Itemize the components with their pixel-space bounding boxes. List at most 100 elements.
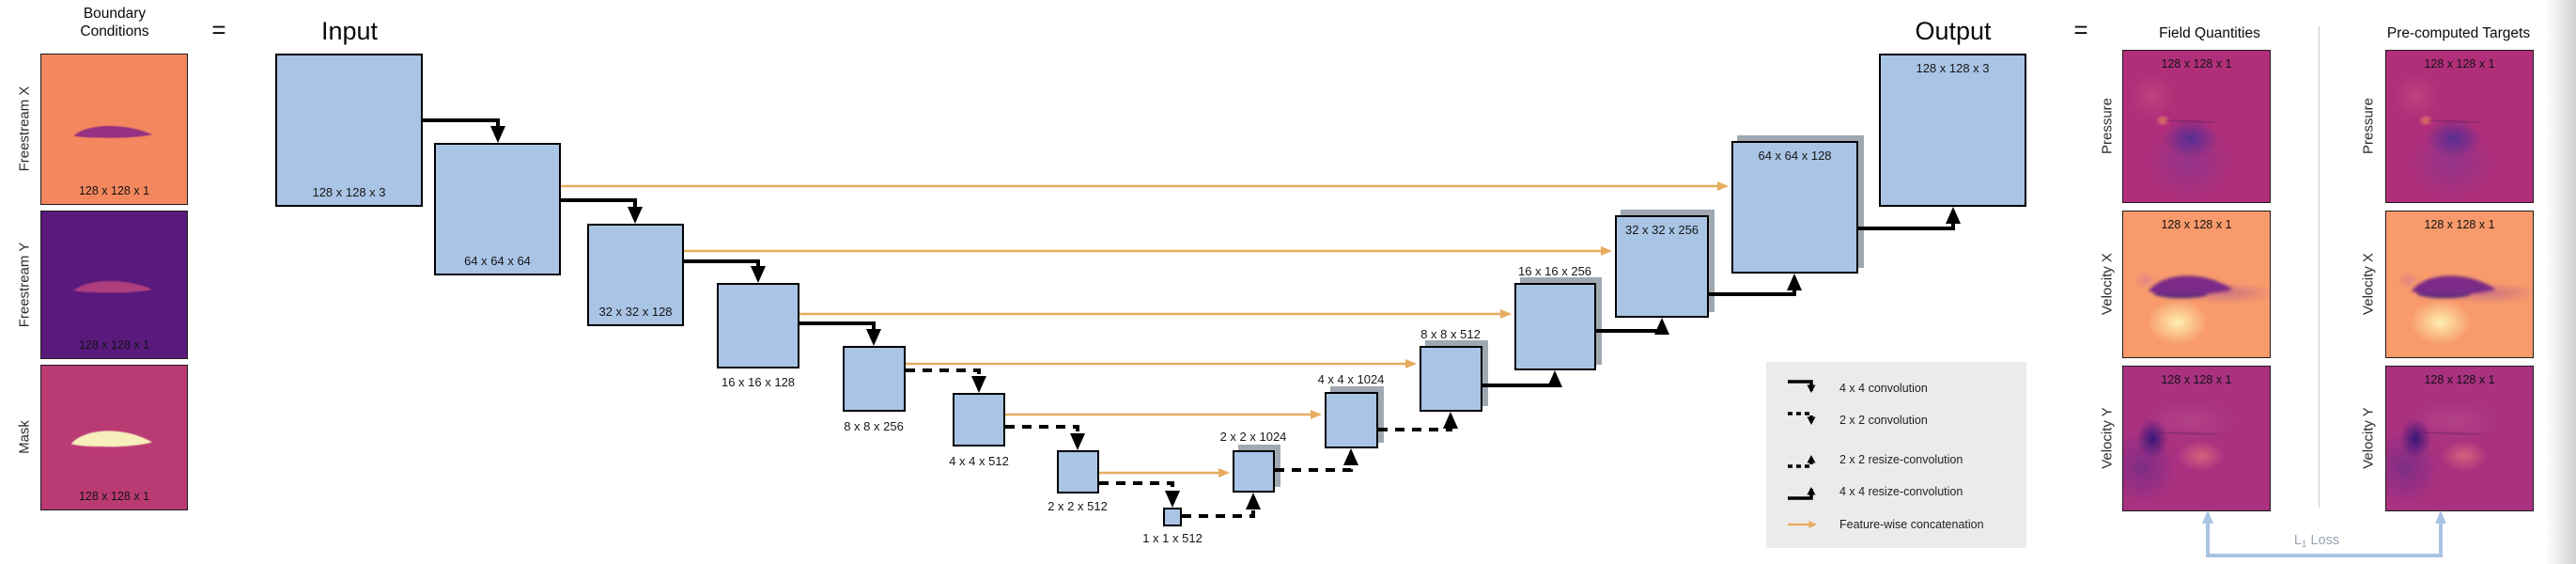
equals-sign-right: = bbox=[2073, 15, 2088, 44]
conv-4x4-arrow-4 bbox=[799, 321, 881, 346]
unet-box-input: 128 x 128 x 3 bbox=[275, 54, 423, 207]
conv-4x4-arrow-1 bbox=[423, 118, 505, 143]
l1-subscript: 1 bbox=[2301, 540, 2307, 550]
row-label-velocity-x-target: Velocity X bbox=[2360, 253, 2377, 315]
unet-dim-label: 32 x 32 x 128 bbox=[598, 305, 673, 319]
legend-row-concatenation: Feature-wise concatenation bbox=[1785, 512, 1984, 537]
legend-label: Feature-wise concatenation bbox=[1839, 518, 1984, 531]
legend-row-conv-4x4: 4 x 4 convolution bbox=[1785, 376, 1928, 400]
unet-dim-label: 1 x 1 x 512 bbox=[1142, 531, 1203, 545]
tile-dim-label: 128 x 128 x 1 bbox=[2161, 373, 2232, 386]
airfoil-shape-icon bbox=[70, 431, 153, 447]
legend-row-resize-4x4: 4 x 4 resize-convolution bbox=[1785, 479, 1963, 504]
unet-box-enc-64: 64 x 64 x 64 bbox=[434, 143, 561, 275]
unet-dim-label: 128 x 128 x 3 bbox=[312, 185, 386, 199]
page-edge-shade bbox=[2546, 0, 2576, 564]
row-label-mask: Mask bbox=[16, 420, 33, 454]
resize-2x2-arrow-3 bbox=[1378, 412, 1458, 431]
airfoil-outline bbox=[2421, 431, 2483, 436]
unet-dim-label: 128 x 128 x 3 bbox=[1916, 61, 1990, 75]
row-label-freestream-x: Freestream X bbox=[16, 86, 33, 172]
field-tile-velocity-y: 128 x 128 x 1 bbox=[2122, 366, 2271, 511]
unet-box-output: 128 x 128 x 3 bbox=[1879, 54, 2026, 207]
l1-loss-label: L1 Loss bbox=[2294, 533, 2339, 550]
legend-label: 2 x 2 resize-convolution bbox=[1839, 453, 1963, 466]
unet-box-dec-2 bbox=[1233, 450, 1275, 493]
row-label-velocity-x: Velocity X bbox=[2099, 253, 2116, 315]
field-quantities-title: Field Quantities bbox=[2159, 25, 2260, 41]
resize-4x4-arrow-4 bbox=[1858, 207, 1961, 230]
conv-4x4-arrow-3 bbox=[684, 259, 766, 283]
tile-dim-label: 128 x 128 x 1 bbox=[2424, 373, 2495, 386]
field-tile-pressure: 128 x 128 x 1 bbox=[2122, 50, 2271, 203]
unet-dim-label: 4 x 4 x 512 bbox=[949, 454, 1009, 468]
target-tile-pressure: 128 x 128 x 1 bbox=[2385, 50, 2534, 203]
resize-4x4-arrow-2 bbox=[1596, 318, 1669, 335]
unet-box-enc-16 bbox=[717, 283, 799, 368]
tile-dim-label: 128 x 128 x 1 bbox=[2161, 57, 2232, 70]
target-tile-velocity-y: 128 x 128 x 1 bbox=[2385, 366, 2534, 511]
unet-dim-label: 8 x 8 x 512 bbox=[1420, 327, 1481, 341]
conv-4x4-arrow-icon bbox=[1788, 380, 1816, 393]
boundary-conditions-title-line2: Conditions bbox=[80, 24, 149, 39]
l1-symbol: L bbox=[2293, 533, 2302, 548]
l1-word: Loss bbox=[2310, 533, 2340, 548]
column-divider bbox=[2319, 26, 2320, 508]
boundary-tile-mask: 128 x 128 x 1 bbox=[40, 365, 188, 510]
equals-sign-left: = bbox=[211, 15, 226, 44]
legend: 4 x 4 convolution 2 x 2 convolution 2 x … bbox=[1766, 362, 2026, 548]
row-label-freestream-y: Freestream Y bbox=[16, 242, 33, 328]
row-label-pressure-target: Pressure bbox=[2360, 97, 2377, 155]
row-label-velocity-y: Velocity Y bbox=[2099, 407, 2116, 469]
conv-2x2-arrow-3 bbox=[1099, 481, 1180, 508]
conv-2x2-arrow-icon bbox=[1788, 412, 1816, 425]
unet-box-enc-4 bbox=[953, 393, 1005, 446]
airfoil-outline bbox=[2158, 431, 2220, 436]
resize-4x4-arrow-3 bbox=[1709, 274, 1802, 296]
unet-box-enc-2 bbox=[1057, 450, 1099, 494]
unet-box-dec-16 bbox=[1514, 283, 1596, 370]
unet-box-enc-32: 32 x 32 x 128 bbox=[587, 224, 684, 326]
legend-row-resize-2x2: 2 x 2 resize-convolution bbox=[1785, 447, 1963, 472]
row-label-pressure: Pressure bbox=[2099, 97, 2116, 155]
unet-dim-label: 16 x 16 x 256 bbox=[1517, 264, 1592, 278]
precomputed-targets-title: Pre-computed Targets bbox=[2386, 25, 2531, 41]
resize-2x2-arrow-icon bbox=[1788, 455, 1816, 468]
airfoil-outline bbox=[2158, 118, 2220, 124]
airfoil-shape-icon bbox=[2412, 275, 2497, 299]
field-tile-velocity-x: 128 x 128 x 1 bbox=[2122, 211, 2271, 358]
boundary-tile-freestream-x: 128 x 128 x 1 bbox=[40, 54, 188, 205]
unet-dim-label: 8 x 8 x 256 bbox=[844, 419, 904, 433]
unet-box-dec-8 bbox=[1420, 346, 1482, 412]
tile-dim-label: 128 x 128 x 1 bbox=[2161, 218, 2232, 231]
unet-box-enc-1 bbox=[1163, 508, 1182, 526]
airfoil-outline bbox=[2421, 118, 2483, 124]
resize-2x2-arrow-2 bbox=[1275, 448, 1358, 472]
input-title: Input bbox=[320, 17, 379, 45]
airfoil-shape-icon bbox=[2149, 275, 2234, 299]
unet-dim-label: 64 x 64 x 64 bbox=[464, 254, 531, 268]
resize-4x4-arrow-1 bbox=[1482, 370, 1562, 387]
resize-2x2-arrow-1 bbox=[1182, 493, 1261, 518]
legend-label: 4 x 4 convolution bbox=[1839, 382, 1928, 395]
airfoil-shape-icon bbox=[73, 281, 153, 293]
tile-dim-label: 128 x 128 x 1 bbox=[78, 490, 150, 503]
unet-box-enc-8 bbox=[843, 346, 906, 412]
legend-row-conv-2x2: 2 x 2 convolution bbox=[1785, 408, 1928, 432]
row-label-velocity-y-target: Velocity Y bbox=[2360, 407, 2377, 469]
tile-dim-label: 128 x 128 x 1 bbox=[78, 338, 150, 352]
output-title: Output bbox=[1915, 17, 1992, 45]
unet-dim-label: 32 x 32 x 256 bbox=[1624, 223, 1699, 237]
target-tile-velocity-x: 128 x 128 x 1 bbox=[2385, 211, 2534, 358]
unet-dim-label: 4 x 4 x 1024 bbox=[1317, 372, 1385, 386]
conv-2x2-arrow-2 bbox=[1005, 425, 1085, 450]
unet-box-dec-32: 32 x 32 x 256 bbox=[1615, 215, 1709, 318]
airfoil-shape-icon bbox=[73, 125, 153, 138]
conv-2x2-arrow-1 bbox=[906, 368, 986, 393]
unet-dim-label: 2 x 2 x 512 bbox=[1047, 499, 1108, 513]
boundary-tile-freestream-y: 128 x 128 x 1 bbox=[40, 211, 188, 359]
concatenation-arrow-icon bbox=[1788, 521, 1817, 528]
unet-dim-label: 16 x 16 x 128 bbox=[721, 375, 796, 389]
tile-dim-label: 128 x 128 x 1 bbox=[78, 184, 150, 197]
boundary-conditions-title-line1: Boundary bbox=[83, 6, 147, 22]
